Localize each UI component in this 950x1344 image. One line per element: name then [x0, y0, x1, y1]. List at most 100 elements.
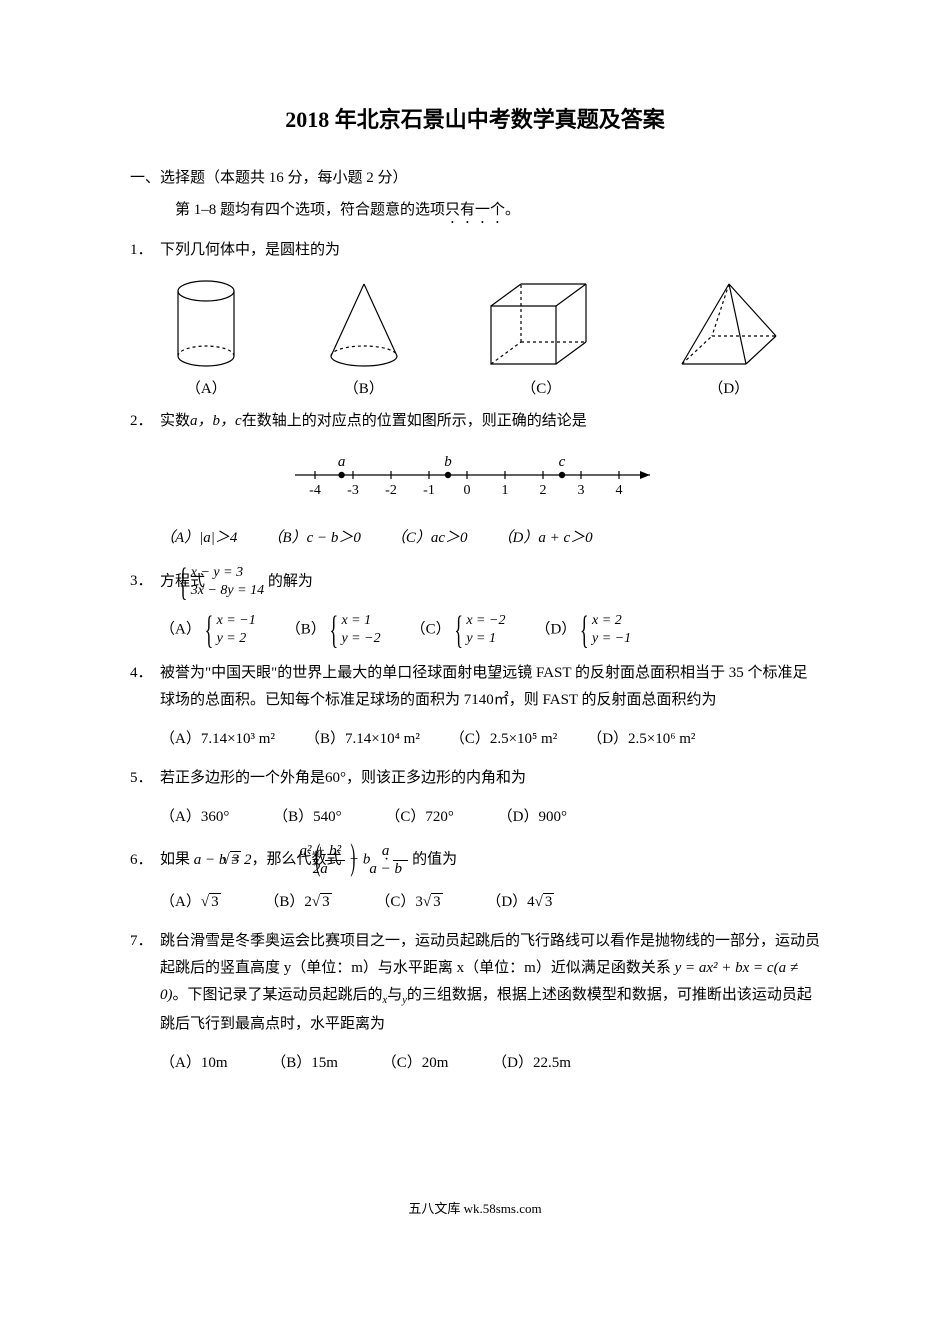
q3-b-l2: y = −2: [341, 630, 380, 648]
svg-text:b: b: [444, 454, 452, 470]
q3-system: x − y = 3 3x − 8y = 14: [209, 564, 264, 600]
q3-c-l1: x = −2: [466, 612, 505, 630]
q3-c-label: （C）: [411, 622, 451, 638]
q7-opt-c: （C）20m: [382, 1050, 449, 1077]
q5-opt-d: （D）900°: [498, 804, 567, 831]
q1-text: 下列几何体中，是圆柱的为: [160, 242, 340, 258]
q7-opt-a: （A）10m: [160, 1050, 228, 1077]
q4-opt-a: （A）7.14×10³ m²: [160, 726, 275, 753]
svg-text:-3: -3: [347, 483, 359, 498]
numberline-icon: -4-3-2-101234abc: [285, 450, 665, 500]
svg-text:0: 0: [464, 483, 471, 498]
q6-c-lab: （C）: [375, 894, 415, 910]
q6-paren: a² + b²2a − b: [345, 843, 380, 877]
q4-opt-b: （B）7.14×10⁴ m²: [305, 726, 420, 753]
pyramid-icon: [674, 276, 784, 371]
q4-opt-c: （C）2.5×10⁵ m²: [450, 726, 557, 753]
q2-num: 2．: [130, 408, 160, 435]
q5-text2: ，则该正多边形的内角和为: [346, 770, 526, 786]
q6-f2n: a: [393, 843, 409, 861]
q5-opt-b: （B）540°: [273, 804, 342, 831]
q6-f2d: a − b: [393, 861, 409, 878]
cone-icon: [319, 276, 409, 371]
q6-f1n: a² + b²: [325, 843, 345, 861]
shape-a-label: （A）: [166, 376, 246, 403]
section-header: 一、选择题（本题共 16 分，每小题 2 分）: [130, 165, 820, 192]
svg-text:c: c: [559, 454, 566, 470]
q4: 4．被誉为"中国天眼"的世界上最大的单口径球面射电望远镜 FAST 的反射面总面…: [130, 660, 820, 714]
shape-pyramid: （D）: [674, 276, 784, 403]
q6-num: 6．: [130, 847, 160, 874]
q2-text1: 实数: [160, 413, 190, 429]
q3-options: （A） x = −1y = 2 （B） x = 1y = −2 （C） x = …: [130, 612, 820, 648]
q3-sys-l2: 3x − 8y = 14: [221, 582, 264, 600]
q2-text2: 在数轴上的对应点的位置如图所示，则正确的结论是: [242, 413, 587, 429]
svg-text:-1: -1: [423, 483, 435, 498]
q3-a-l2: y = 2: [217, 630, 256, 648]
q5-opt-a: （A）360°: [160, 804, 229, 831]
q1-num: 1．: [130, 237, 160, 264]
q3-sys-l1: x − y = 3: [221, 564, 264, 582]
q6-a-val: 3: [209, 893, 221, 910]
q3-opt-c: （C） x = −2y = 1: [411, 612, 506, 648]
q3-opt-a: （A） x = −1y = 2: [160, 612, 256, 648]
note-prefix: 第 1–8 题均有四个选项，符合题意的选项: [175, 202, 445, 218]
q6-d-pre: 4: [527, 894, 535, 910]
q6-text1: 如果: [160, 852, 190, 868]
q3-d-l2: y = −1: [592, 630, 631, 648]
q2-vars: a，b，c: [190, 413, 242, 429]
q1-shapes: （A） （B） （C）: [130, 276, 820, 403]
shape-d-label: （D）: [674, 376, 784, 403]
q3-opt-d: （D） x = 2y = −1: [535, 612, 631, 648]
q6-b-lab: （B）: [264, 894, 304, 910]
q6-opt-a: （A） 3: [160, 889, 221, 916]
q4-opt-d: （D）2.5×10⁶ m²: [587, 726, 695, 753]
q5-text1: 若正多边形的一个外角是: [160, 770, 325, 786]
q5-num: 5．: [130, 765, 160, 792]
q3-d-l1: x = 2: [592, 612, 631, 630]
q7-opt-d: （D）22.5m: [492, 1050, 571, 1077]
q6-b-val: 3: [320, 893, 332, 910]
q3-opt-b: （B） x = 1y = −2: [286, 612, 381, 648]
q3-b-label: （B）: [286, 622, 326, 638]
q3-text2: 的解为: [268, 573, 313, 589]
shape-c-label: （C）: [481, 376, 601, 403]
q6-d-val: 3: [543, 893, 555, 910]
q6-cond-sqrt: 3: [230, 851, 242, 868]
q3-num: 3．: [130, 568, 160, 595]
q6: 6．如果 a − b = 23，那么代数式 a² + b²2a − b · aa…: [130, 843, 820, 877]
svg-text:2: 2: [540, 483, 547, 498]
q7: 7．跳台滑雪是冬季奥运会比赛项目之一，运动员起跳后的飞行路线可以看作是抛物线的一…: [130, 928, 820, 1038]
shape-cylinder: （A）: [166, 276, 246, 403]
q5-options: （A）360° （B）540° （C）720° （D）900°: [130, 804, 820, 831]
q6-cond: a − b = 23: [194, 852, 252, 868]
q2-numberline: -4-3-2-101234abc: [130, 450, 820, 510]
q3-c-l2: y = 1: [466, 630, 505, 648]
cylinder-icon: [166, 276, 246, 371]
q6-b-pre: 2: [304, 894, 312, 910]
shape-cone: （B）: [319, 276, 409, 403]
q2-opt-a: （A）|a|＞4: [160, 525, 237, 552]
q1: 1．下列几何体中，是圆柱的为: [130, 237, 820, 264]
q7-num: 7．: [130, 928, 160, 955]
q6-a-lab: （A）: [160, 894, 201, 910]
q6-f1d: 2a: [325, 861, 345, 878]
q6-text3: 的值为: [412, 852, 457, 868]
q2-opt-b: （B）c − b＞0: [267, 525, 360, 552]
q6-minus: − b: [345, 852, 370, 868]
q6-c-pre: 3: [415, 894, 423, 910]
q2-opt-c: （C）ac＞0: [391, 525, 468, 552]
q4-num: 4．: [130, 660, 160, 687]
q2: 2．实数a，b，c在数轴上的对应点的位置如图所示，则正确的结论是: [130, 408, 820, 435]
q3: 3．方程式 x − y = 3 3x − 8y = 14 的解为: [130, 564, 820, 600]
svg-text:4: 4: [616, 483, 623, 498]
shape-b-label: （B）: [319, 376, 409, 403]
svg-text:a: a: [338, 454, 346, 470]
q7-opt-b: （B）15m: [271, 1050, 338, 1077]
svg-text:-4: -4: [309, 483, 321, 498]
note-suffix: 。: [505, 202, 520, 218]
q5: 5．若正多边形的一个外角是60°，则该正多边形的内角和为: [130, 765, 820, 792]
footer: 五八文库 wk.58sms.com: [130, 1197, 820, 1220]
q3-a-l1: x = −1: [217, 612, 256, 630]
q5-opt-c: （C）720°: [385, 804, 454, 831]
